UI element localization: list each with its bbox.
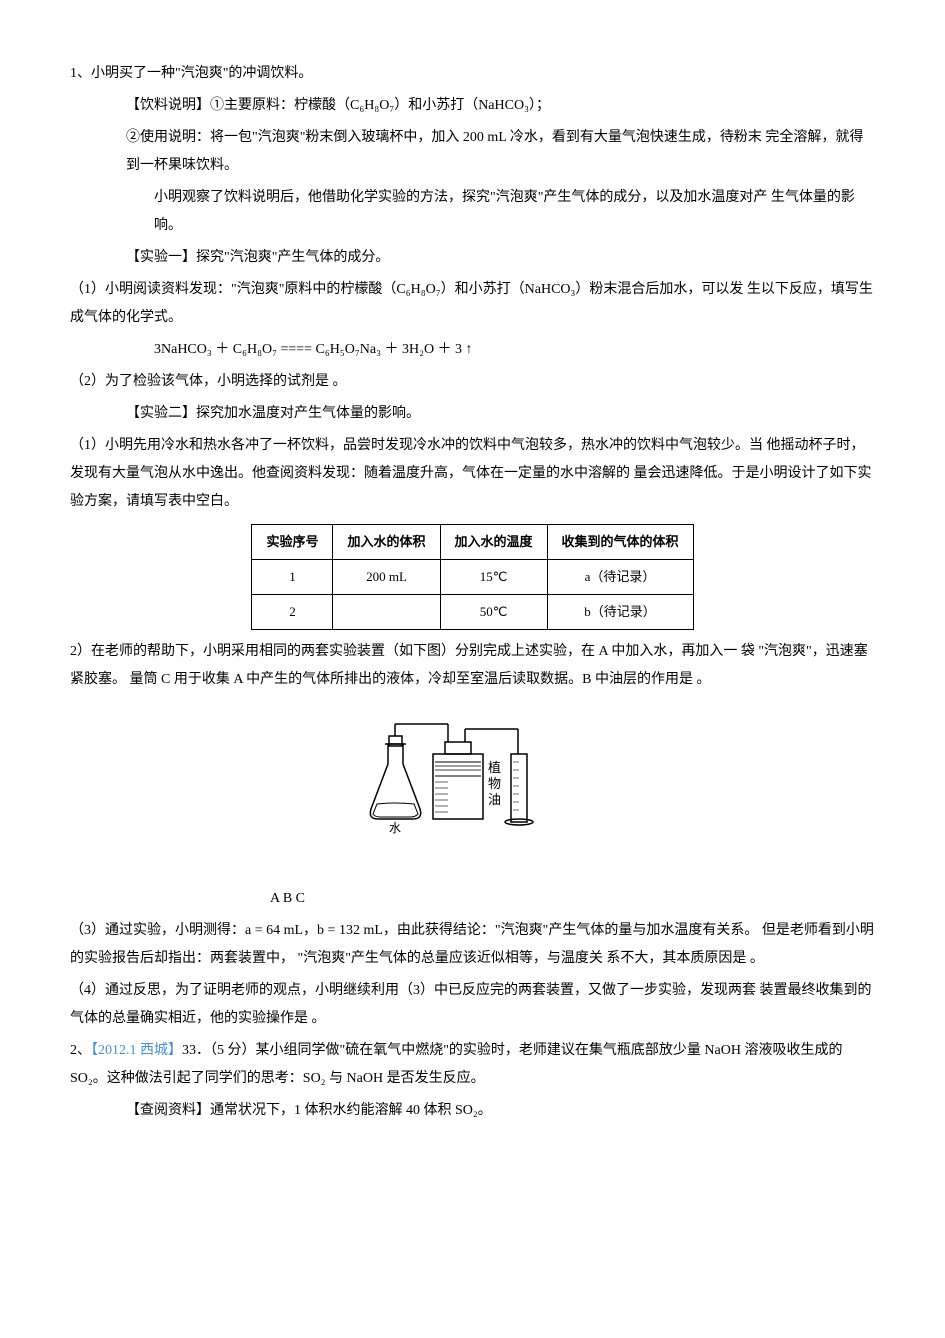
th-1: 加入水的体积 — [333, 525, 440, 560]
q1-obs: 小明观察了饮料说明后，他借助化学实验的方法，探究"汽泡爽"产生气体的成分，以及加… — [70, 184, 875, 240]
q2-text: 33．（5 分）某小组同学做"硫在氧气中燃烧"的实验时，老师建议在集气瓶底部放少… — [70, 1043, 842, 1086]
q1-exp2-4: （4）通过反思，为了证明老师的观点，小明继续利用（3）中已反应完的两套装置，又做… — [70, 977, 875, 1033]
td-0-1: 200 mL — [333, 560, 440, 595]
figure-caption: A B C — [70, 885, 875, 913]
bottle-b-icon: 植 物 油 — [433, 729, 518, 819]
water-label: 水 — [389, 821, 401, 835]
q1-spec-1: ①主要原料：柠檬酸（C₆H₈O₇）和小苏打（NaHCO₃）； — [210, 98, 550, 113]
table-header-row: 实验序号 加入水的体积 加入水的温度 收集到的气体的体积 — [252, 525, 693, 560]
q2-ref-label: 【查阅资料】 — [126, 1103, 210, 1118]
q2-ref: 【查阅资料】通常状况下，1 体积水约能溶解 40 体积 SO₂。 — [70, 1097, 875, 1125]
q2-intro: 2、【2012.1 西城】33．（5 分）某小组同学做"硫在氧气中燃烧"的实验时… — [70, 1037, 875, 1093]
table-row: 2 50℃ b（待记录） — [252, 595, 693, 630]
q1-number: 1、 — [70, 66, 91, 81]
q1-spec: 【饮料说明】①主要原料：柠檬酸（C₆H₈O₇）和小苏打（NaHCO₃）； — [70, 92, 875, 120]
table-row: 1 200 mL 15℃ a（待记录） — [252, 560, 693, 595]
apparatus-svg: 水 植 物 油 — [353, 714, 593, 864]
q1-exp1-1: （1）小明阅读资料发现："汽泡爽"原料中的柠檬酸（C₆H₈O₇）和小苏打（NaH… — [70, 276, 875, 332]
td-0-0: 1 — [252, 560, 333, 595]
oil-label-1: 植 — [488, 760, 501, 775]
q1-spec-label: 【饮料说明】 — [126, 98, 210, 113]
oil-label-3: 油 — [488, 792, 501, 807]
q2-ref-text: 通常状况下，1 体积水约能溶解 40 体积 SO₂。 — [210, 1103, 492, 1118]
q1-formula: 3NaHCO₃ ＋ C₆H₈O₇ ==== C₆H₅O₇Na₃ ＋ 3H₂O ＋… — [70, 336, 875, 364]
td-1-3: b（待记录） — [547, 595, 693, 630]
th-3: 收集到的气体的体积 — [547, 525, 693, 560]
q1-spec-2: ②使用说明：将一包"汽泡爽"粉末倒入玻璃杯中，加入 200 mL 冷水，看到有大… — [70, 124, 875, 180]
q1-intro: 1、小明买了一种"汽泡爽"的冲调饮料。 — [70, 60, 875, 88]
q2-number: 2、 — [70, 1043, 91, 1058]
td-1-0: 2 — [252, 595, 333, 630]
th-2: 加入水的温度 — [440, 525, 547, 560]
q1-exp2-3: （3）通过实验，小明测得：a = 64 mL，b = 132 mL，由此获得结论… — [70, 917, 875, 973]
experiment-table: 实验序号 加入水的体积 加入水的温度 收集到的气体的体积 1 200 mL 15… — [251, 524, 693, 630]
cylinder-c-icon — [505, 754, 533, 825]
q1-exp1-2: （2）为了检验该气体，小明选择的试剂是 。 — [70, 368, 875, 396]
apparatus-figure: 水 植 物 油 — [70, 714, 875, 875]
oil-label-2: 物 — [488, 776, 501, 791]
q2-tag: 【2012.1 西城】 — [91, 1043, 182, 1058]
q1-exp2-2: 2）在老师的帮助下，小明采用相同的两套实验装置（如下图）分别完成上述实验，在 A… — [70, 638, 875, 694]
td-0-2: 15℃ — [440, 560, 547, 595]
q1-exp1-label: 【实验一】探究"汽泡爽"产生气体的成分。 — [70, 244, 875, 272]
td-1-1 — [333, 595, 440, 630]
th-0: 实验序号 — [252, 525, 333, 560]
q1-intro-text: 小明买了一种"汽泡爽"的冲调饮料。 — [91, 66, 312, 81]
td-1-2: 50℃ — [440, 595, 547, 630]
td-0-3: a（待记录） — [547, 560, 693, 595]
q1-exp2-label: 【实验二】探究加水温度对产生气体量的影响。 — [70, 400, 875, 428]
q1-exp2-1: （1）小明先用冷水和热水各冲了一杯饮料，品尝时发现冷水冲的饮料中气泡较多，热水冲… — [70, 432, 875, 516]
